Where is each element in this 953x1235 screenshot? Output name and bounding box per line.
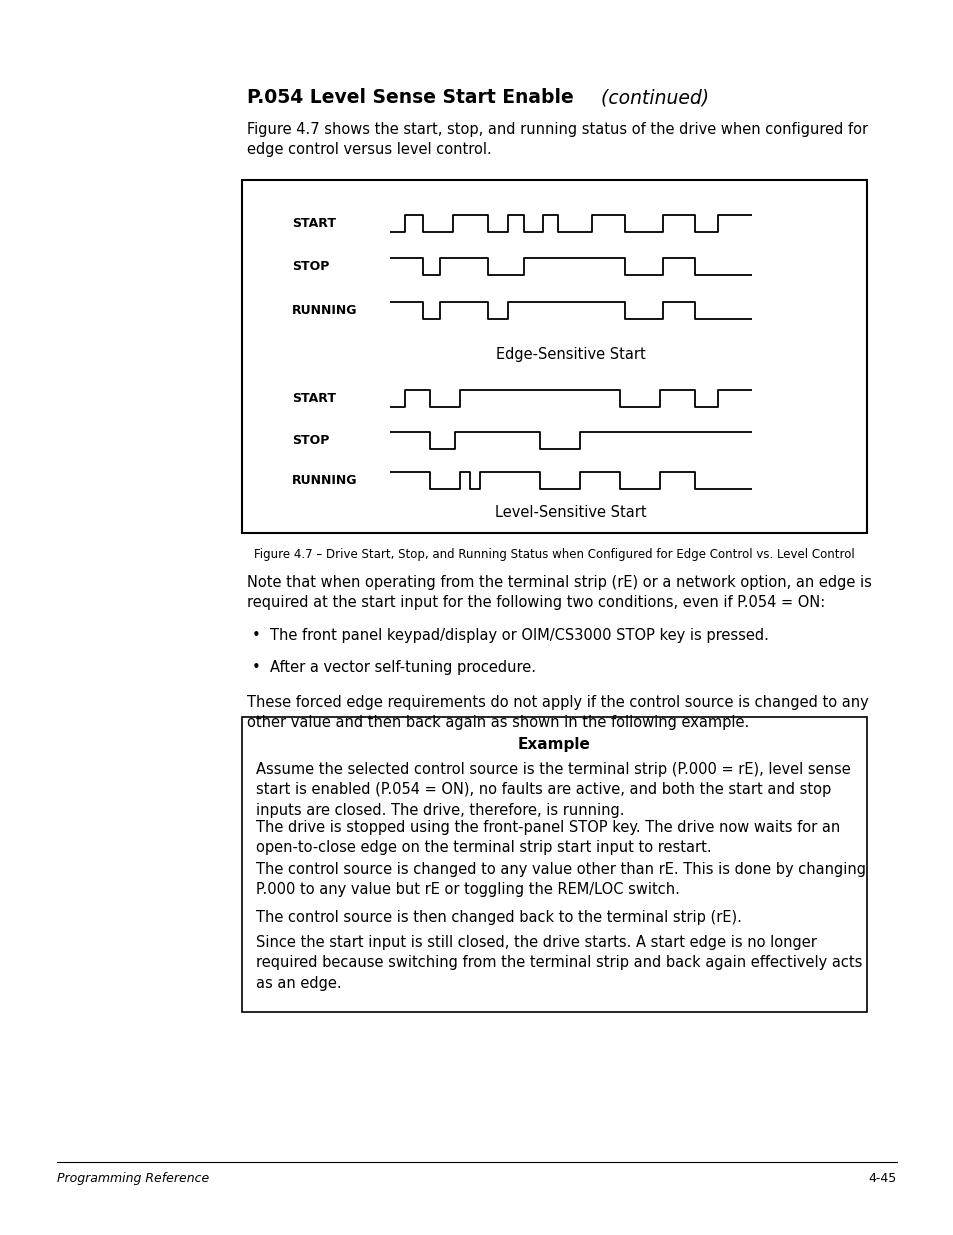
- Text: STOP: STOP: [292, 261, 329, 273]
- Text: •  After a vector self-tuning procedure.: • After a vector self-tuning procedure.: [252, 659, 536, 676]
- Text: Edge-Sensitive Start: Edge-Sensitive Start: [496, 347, 645, 362]
- Bar: [242, 718, 866, 1011]
- Text: These forced edge requirements do not apply if the control source is changed to : These forced edge requirements do not ap…: [247, 695, 868, 730]
- Text: Level-Sensitive Start: Level-Sensitive Start: [495, 505, 646, 520]
- Text: P.054 Level Sense Start Enable: P.054 Level Sense Start Enable: [247, 88, 573, 107]
- Text: Figure 4.7 – Drive Start, Stop, and Running Status when Configured for Edge Cont: Figure 4.7 – Drive Start, Stop, and Runn…: [253, 548, 854, 561]
- Text: The control source is changed to any value other than rE. This is done by changi: The control source is changed to any val…: [255, 862, 865, 898]
- Text: Assume the selected control source is the terminal strip (P.000 = rE), level sen: Assume the selected control source is th…: [255, 762, 850, 818]
- Text: RUNNING: RUNNING: [292, 474, 357, 487]
- Text: Note that when operating from the terminal strip (rE) or a network option, an ed: Note that when operating from the termin…: [247, 576, 871, 610]
- Text: Programming Reference: Programming Reference: [57, 1172, 209, 1186]
- Text: Figure 4.7 shows the start, stop, and running status of the drive when configure: Figure 4.7 shows the start, stop, and ru…: [247, 122, 867, 157]
- Text: The control source is then changed back to the terminal strip (rE).: The control source is then changed back …: [255, 910, 741, 925]
- Text: RUNNING: RUNNING: [292, 304, 357, 317]
- Bar: [242, 180, 866, 534]
- Text: Example: Example: [517, 737, 590, 752]
- Text: 4-45: 4-45: [868, 1172, 896, 1186]
- Text: (continued): (continued): [595, 88, 708, 107]
- Text: Since the start input is still closed, the drive starts. A start edge is no long: Since the start input is still closed, t…: [255, 935, 862, 990]
- Text: STOP: STOP: [292, 433, 329, 447]
- Text: START: START: [292, 391, 335, 405]
- Text: The drive is stopped using the front-panel STOP key. The drive now waits for an
: The drive is stopped using the front-pan…: [255, 820, 840, 856]
- Text: START: START: [292, 217, 335, 230]
- Text: •  The front panel keypad/display or OIM/CS3000 STOP key is pressed.: • The front panel keypad/display or OIM/…: [252, 629, 768, 643]
